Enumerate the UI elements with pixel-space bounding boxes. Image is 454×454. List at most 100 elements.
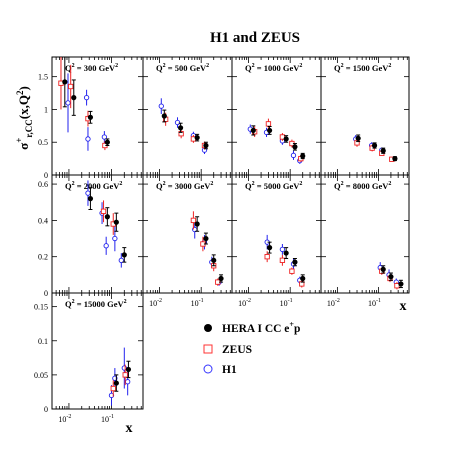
h1-point [101, 134, 108, 140]
q2-label: Q2 = 3000 GeV2 [156, 181, 213, 191]
h1-point [103, 243, 109, 249]
combined-point [388, 274, 394, 280]
h1-point [125, 379, 131, 385]
data-points [377, 262, 404, 290]
zeus-point [190, 217, 197, 224]
y-tick-label: 0 [44, 289, 48, 298]
combined-point [104, 139, 110, 145]
x-tick-label: 10-2 [238, 298, 251, 308]
zeus-point [122, 372, 128, 378]
combined-point [104, 214, 110, 220]
zeus-point [279, 257, 286, 263]
x-tick-label: 10-2 [58, 414, 71, 424]
legend-entry: H1 [203, 364, 237, 376]
x-axis-label-row2: x [400, 299, 407, 314]
combined-point [371, 142, 378, 149]
zeus-point [289, 268, 295, 274]
q2-label: Q2 = 5000 GeV2 [245, 181, 302, 191]
combined-point [87, 196, 94, 202]
combined-point [250, 127, 256, 134]
combined-point [203, 142, 209, 149]
panel-q2-500: Q2 = 500 GeV2 [142, 56, 233, 176]
legend: HERA I CC e+p ZEUS H1 [203, 320, 300, 376]
panel-q2-300: 0 0.5 1 1.5 Q2 = 300 GeV2 [38, 56, 144, 180]
combined-point [300, 153, 306, 159]
y-tick-label: 0.2 [38, 253, 48, 262]
panel-frame [231, 56, 322, 176]
legend-entry: ZEUS [203, 344, 252, 356]
x-tick-label: 10-1 [191, 298, 204, 308]
zeus-point [265, 121, 272, 127]
combined-point [62, 79, 68, 85]
q2-label: Q2 = 2000 GeV2 [65, 181, 122, 191]
combined-point [194, 135, 200, 141]
h1-point [83, 94, 90, 101]
y-tick-label: 1.5 [38, 73, 48, 82]
combined-point [194, 221, 200, 227]
panel-frame [231, 174, 322, 294]
q2-label: Q2 = 8000 GeV2 [334, 181, 391, 191]
combined-point [161, 113, 167, 119]
combined-point [292, 259, 298, 265]
combined-point [71, 95, 77, 101]
legend-entry: HERA I CC e+p [204, 320, 300, 335]
combined-point [121, 252, 127, 258]
y-tick-label: 0.1 [38, 337, 48, 346]
zeus-point [100, 208, 107, 214]
h1-point [112, 235, 118, 242]
legend-label: HERA I CC e+p [222, 320, 300, 335]
panel-q2-3000: 10-2 10-1 Q2 = 3000 GeV2 [142, 174, 233, 308]
zeus-point [178, 131, 184, 137]
panels: 0 0.5 1 1.5 Q2 = 300 GeV2 Q2 = 500 GeV2 Q2 = 1… [34, 56, 410, 424]
panel-q2-1500: Q2 = 1500 GeV2 [320, 56, 410, 176]
x-tick-label: 10-1 [280, 298, 293, 308]
panel-q2-15000: 0 0.05 0.1 0.15 10-2 10-1 Q2 = 15000 GeV2 [34, 292, 144, 424]
combined-point [113, 219, 119, 225]
zeus-point [110, 385, 116, 392]
q2-label: Q2 = 1500 GeV2 [334, 63, 391, 73]
x-tick-label: 10-1 [101, 414, 114, 424]
h1-point [279, 246, 286, 253]
y-tick-label: 0 [44, 405, 48, 414]
data-points [85, 180, 127, 268]
combined-point [283, 136, 289, 142]
y-tick-label: 0.05 [34, 371, 48, 380]
panel-frame [142, 174, 233, 294]
combined-point [392, 156, 398, 162]
panel-frame [51, 292, 144, 410]
y-tick-label: 0.4 [38, 216, 48, 225]
y-tick-label: 0 [44, 171, 48, 180]
zeus-point [354, 140, 360, 146]
data-points [158, 98, 209, 155]
legend-marker [203, 364, 213, 374]
combined-point [300, 275, 306, 282]
combined-point [266, 245, 273, 251]
q2-label: Q2 = 300 GeV2 [65, 63, 118, 73]
combined-point [380, 266, 386, 272]
combined-point [380, 148, 386, 154]
zeus-point [68, 83, 74, 90]
h1-point [174, 119, 181, 126]
combined-point [283, 250, 289, 256]
y-axis-label: σ+r,CC(x,Q2) [14, 86, 34, 150]
y-tick-label: 1 [44, 105, 48, 114]
data-points [247, 118, 306, 164]
y-tick-label: 0.6 [38, 180, 48, 189]
legend-marker [204, 324, 212, 332]
legend-label: H1 [222, 364, 237, 376]
panel-frame [51, 56, 144, 176]
combined-point [125, 366, 132, 373]
h1-point [158, 103, 164, 109]
panel-q2-8000: 10-2 10-1 Q2 = 8000 GeV2 [320, 174, 410, 308]
legend-marker [203, 344, 213, 354]
q2-label: Q2 = 15000 GeV2 [65, 299, 127, 309]
zeus-point [264, 254, 270, 260]
data-points [264, 234, 306, 288]
panel-q2-5000: 10-2 10-1 Q2 = 5000 GeV2 [231, 174, 322, 308]
combined-point [292, 144, 298, 150]
combined-point [203, 235, 209, 242]
h1-point [85, 190, 91, 196]
panel-q2-2000: 0 0.2 0.4 0.6 Q2 = 2000 GeV2 [38, 174, 144, 298]
data-points [353, 134, 398, 162]
